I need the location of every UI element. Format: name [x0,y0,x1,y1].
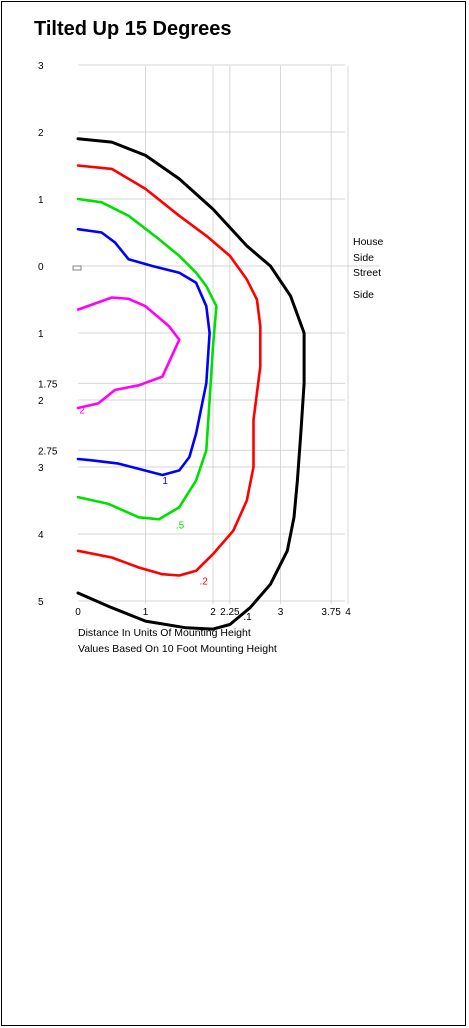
house-side-label-line2: Side [353,252,374,264]
x-axis-label: Distance In Units Of Mounting Height [78,627,251,639]
y-tick-label: 2 [38,128,44,139]
contour-value-label: .5 [176,521,185,532]
y-tick-label: 4 [38,530,44,541]
y-tick-label: 3 [38,463,44,474]
y-tick-label: 1 [38,329,44,340]
house-side-label-line1: House [353,236,384,248]
y-tick-label: 2 [38,396,44,407]
contour-line-p1 [76,137,306,631]
y-tick-label: 0 [38,262,44,273]
street-side-label-line1: Street [353,267,381,279]
y-tick-label: 1.75 [38,379,58,390]
contour-value-label: .1 [243,612,252,623]
fixture-marker [72,265,82,271]
contour-line-2 [76,296,181,410]
y-tick-label: 1 [38,195,44,206]
x-tick-label: 2.25 [220,607,240,618]
y-tick-label: 5 [38,597,44,608]
contour-value-label: 1 [162,476,168,487]
contour-line-1 [76,227,211,477]
x-tick-label: 3.75 [321,607,341,618]
y-tick-label: 3 [38,61,44,72]
contour-lines [76,137,306,631]
contour-line-p5 [76,197,218,521]
x-tick-label: 2 [210,607,216,618]
y-tick-label: 2.75 [38,446,58,457]
x-tick-label: 0 [75,607,81,618]
chart-title: Tilted Up 15 Degrees [34,18,232,40]
x-tick-label: 3 [278,607,284,618]
x-tick-label: 1 [143,607,149,618]
contour-labels: 2 1 .5 .2 .1 [79,405,252,622]
contour-value-label: .2 [200,576,209,587]
contour-line-p2 [76,164,262,577]
contour-value-label: 2 [79,405,85,416]
x-tick-label: 4 [345,607,351,618]
tick-labels: 3 2 1 0 1 1.75 2 2.75 3 4 5 0 1 2 2.25 3 3.75 4 [38,61,351,618]
street-side-label-line2: Side [353,289,374,301]
mounting-height-note: Values Based On 10 Foot Mounting Height [78,643,277,655]
